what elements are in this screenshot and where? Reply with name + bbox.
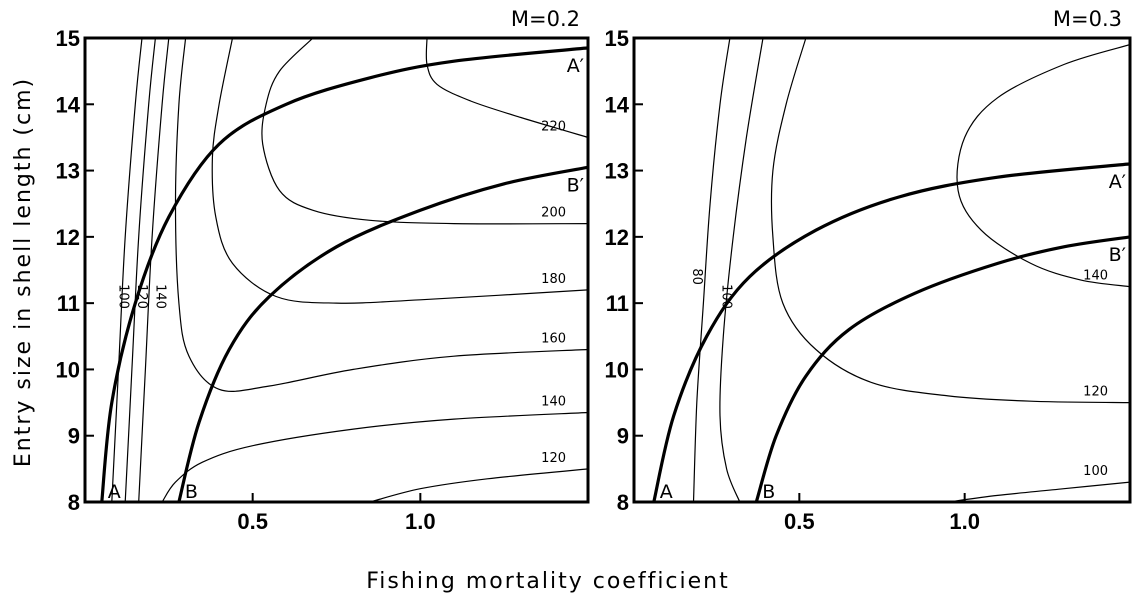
curve-A (652, 162, 1130, 502)
curve-A (100, 46, 588, 502)
panel-title: M=0.2 (511, 7, 580, 31)
contour-line-140 (138, 38, 170, 502)
plot-frame (83, 36, 590, 504)
contour-line-80 (692, 38, 731, 502)
curve-B (754, 235, 1130, 502)
panel-title: M=0.3 (1053, 7, 1122, 31)
y-tick-label: 14 (56, 92, 81, 117)
contour-label-140: 140 (1083, 269, 1108, 284)
contour-line-200 (261, 38, 588, 225)
curve-label-B-end: B′ (1109, 244, 1126, 266)
contour-label-140: 140 (541, 395, 566, 410)
curve-label-B: B (185, 481, 198, 503)
curve-label-B: B (762, 481, 775, 503)
contour-label-180: 180 (541, 272, 566, 287)
contour-line-100 (948, 481, 1130, 502)
y-tick-label: 11 (606, 291, 629, 316)
y-axis-title: Entry size in shell length (cm) (11, 77, 36, 467)
curve-label-A-end: A′ (567, 55, 584, 77)
contour-line-100 (111, 38, 143, 502)
y-tick-label: 13 (605, 159, 629, 184)
y-tick-label: 15 (56, 26, 80, 51)
contour-label-200: 200 (541, 206, 566, 221)
contour-label-100: 100 (719, 284, 734, 309)
y-tick-label: 8 (68, 490, 80, 515)
y-tick-label: 8 (617, 490, 629, 515)
contour-label-140: 140 (152, 284, 167, 309)
curve-B (177, 165, 588, 502)
curve-label-A: A (660, 481, 673, 503)
contour-line-220 (425, 38, 588, 138)
panel-m02: 100 120 140120140160180200220AA′BB′8910111… (56, 7, 590, 534)
contour-line-160 (174, 38, 588, 392)
contour-line-120 (124, 38, 156, 502)
contour-label-100: 100 (116, 284, 131, 309)
contour-line-100 (719, 38, 764, 502)
x-tick-label: 1.0 (949, 509, 980, 534)
x-tick-label: 0.5 (237, 509, 268, 534)
y-tick-label: 13 (56, 159, 80, 184)
y-tick-label: 11 (57, 291, 80, 316)
panel-m03: 80 100 100 120 140 A A′ B B′ 8 9 10 11 12 13 14 15 0.5 1.0… (605, 7, 1132, 534)
contour-line-140 (161, 411, 588, 502)
y-tick-label: 10 (56, 357, 80, 382)
x-tick-label: 1.0 (405, 509, 436, 534)
contour-label-120: 120 (541, 451, 566, 466)
contour-line-180 (211, 38, 588, 304)
curve-label-A: A (108, 481, 121, 503)
x-tick-label: 0.5 (784, 509, 815, 534)
y-tick-label: 12 (56, 225, 80, 250)
contour-label-160: 160 (541, 332, 566, 347)
y-tick-label: 10 (605, 357, 629, 382)
y-tick-label: 12 (605, 225, 629, 250)
y-tick-label: 15 (605, 26, 629, 51)
contour-line-140 (956, 44, 1130, 288)
plot-frame (632, 36, 1132, 504)
curve-label-B-end: B′ (567, 174, 584, 196)
contour-label-220: 220 (541, 119, 566, 134)
contour-line-120 (369, 468, 588, 502)
y-tick-label: 9 (68, 424, 80, 449)
y-tick-label: 14 (605, 92, 630, 117)
y-tick-label: 9 (617, 424, 629, 449)
contour-label-80: 80 (689, 268, 704, 285)
contour-label-100: 100 (1083, 464, 1108, 479)
contour-line-120 (770, 38, 1130, 404)
curve-label-A-end: A′ (1109, 171, 1126, 193)
contour-label-120: 120 (1083, 385, 1108, 400)
x-axis-title: Fishing mortality coefficient (366, 569, 730, 594)
